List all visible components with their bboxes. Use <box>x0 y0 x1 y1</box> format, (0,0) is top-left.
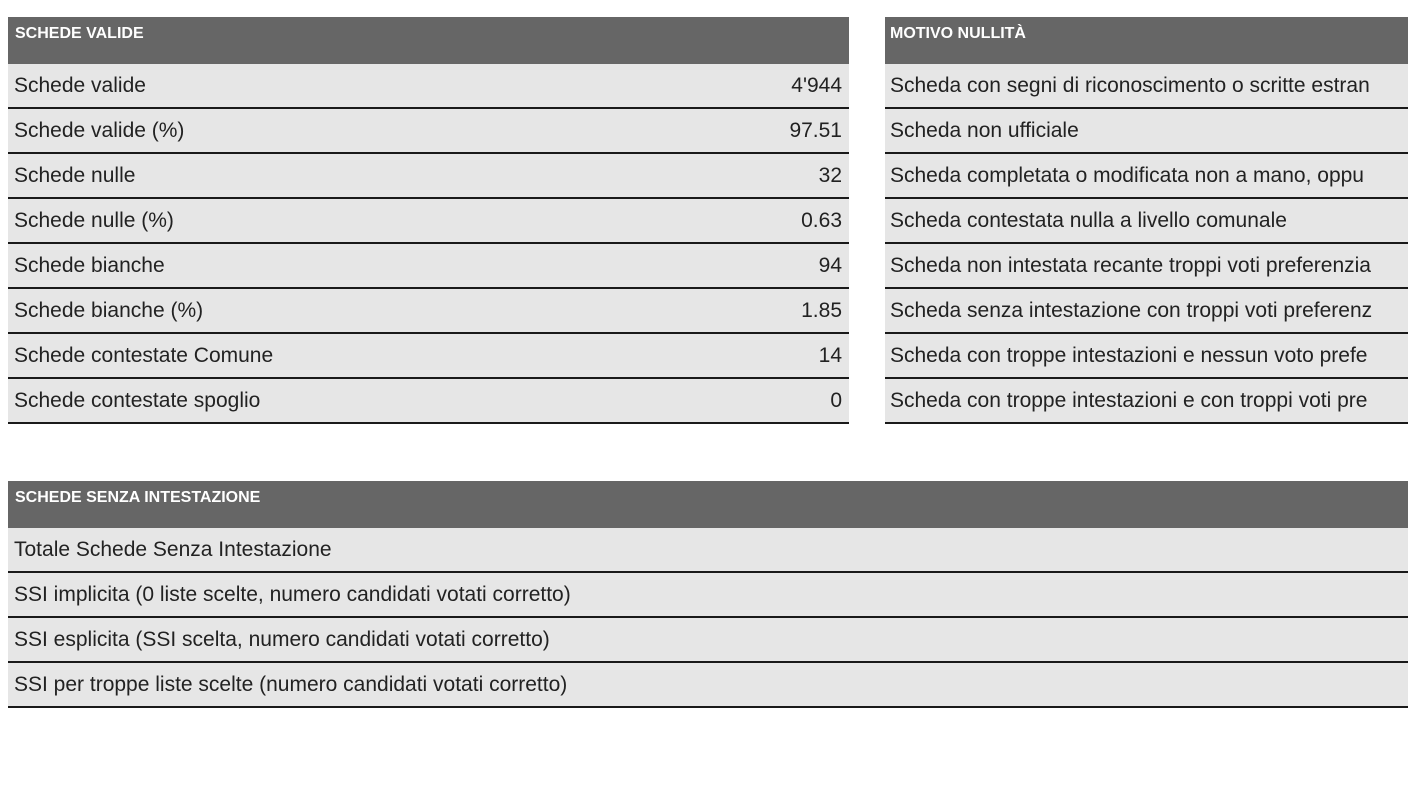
motivo-nullita-table: MOTIVO NULLITÀ Scheda con segni di ricon… <box>885 17 1408 424</box>
row-value: 0 <box>830 388 842 412</box>
motivo-nullita-header: MOTIVO NULLITÀ <box>885 17 1408 64</box>
row-label: Scheda con troppe intestazioni e con tro… <box>890 388 1368 412</box>
table-row: Scheda con segni di riconoscimento o scr… <box>885 64 1408 109</box>
table-row: Schede nulle 32 <box>8 154 849 199</box>
row-value: 1.85 <box>801 298 842 322</box>
row-label: Schede nulle (%) <box>14 208 174 232</box>
row-label: Scheda con segni di riconoscimento o scr… <box>890 73 1370 97</box>
table-row: SSI esplicita (SSI scelta, numero candid… <box>8 618 1408 663</box>
table-row: Schede bianche 94 <box>8 244 849 289</box>
table-row: Schede valide (%) 97.51 <box>8 109 849 154</box>
row-label: Scheda non intestata recante troppi voti… <box>890 253 1371 277</box>
row-value: 0.63 <box>801 208 842 232</box>
row-label: SSI esplicita (SSI scelta, numero candid… <box>14 627 550 651</box>
schede-valide-header: SCHEDE VALIDE <box>8 17 849 64</box>
table-row: SSI implicita (0 liste scelte, numero ca… <box>8 573 1408 618</box>
table-row: Totale Schede Senza Intestazione <box>8 528 1408 573</box>
table-row: Schede contestate Comune 14 <box>8 334 849 379</box>
row-label: SSI implicita (0 liste scelte, numero ca… <box>14 582 571 606</box>
row-label: Scheda completata o modificata non a man… <box>890 163 1364 187</box>
table-row: Schede contestate spoglio 0 <box>8 379 849 424</box>
row-value: 32 <box>818 163 842 187</box>
row-value: 97.51 <box>789 118 842 142</box>
row-label: Scheda senza intestazione con troppi vot… <box>890 298 1373 322</box>
table-row: Scheda con troppe intestazioni e con tro… <box>885 379 1408 424</box>
row-label: Schede valide (%) <box>14 118 185 142</box>
schede-valide-table: SCHEDE VALIDE Schede valide 4'944 Schede… <box>8 17 849 424</box>
row-value: 4'944 <box>791 73 842 97</box>
schede-senza-intestazione-table: SCHEDE SENZA INTESTAZIONE Totale Schede … <box>8 481 1408 708</box>
table-row: Scheda con troppe intestazioni e nessun … <box>885 334 1408 379</box>
row-value: 14 <box>818 343 842 367</box>
row-label: SSI per troppe liste scelte (numero cand… <box>14 672 568 696</box>
table-row: SSI per troppe liste scelte (numero cand… <box>8 663 1408 708</box>
schede-senza-intestazione-header: SCHEDE SENZA INTESTAZIONE <box>8 481 1408 528</box>
row-label: Schede contestate spoglio <box>14 388 261 412</box>
row-label: Scheda contestata nulla a livello comuna… <box>890 208 1287 232</box>
table-row: Scheda completata o modificata non a man… <box>885 154 1408 199</box>
table-row: Scheda senza intestazione con troppi vot… <box>885 289 1408 334</box>
row-label: Schede contestate Comune <box>14 343 274 367</box>
table-row: Schede nulle (%) 0.63 <box>8 199 849 244</box>
row-value: 94 <box>818 253 842 277</box>
row-label: Scheda con troppe intestazioni e nessun … <box>890 343 1368 367</box>
table-row: Scheda contestata nulla a livello comuna… <box>885 199 1408 244</box>
row-label: Schede valide <box>14 73 146 97</box>
row-label: Scheda non ufficiale <box>890 118 1079 142</box>
table-row: Schede bianche (%) 1.85 <box>8 289 849 334</box>
table-row: Scheda non ufficiale <box>885 109 1408 154</box>
row-label: Totale Schede Senza Intestazione <box>14 537 332 561</box>
table-row: Schede valide 4'944 <box>8 64 849 109</box>
table-row: Scheda non intestata recante troppi voti… <box>885 244 1408 289</box>
row-label: Schede bianche <box>14 253 165 277</box>
row-label: Schede bianche (%) <box>14 298 204 322</box>
row-label: Schede nulle <box>14 163 136 187</box>
